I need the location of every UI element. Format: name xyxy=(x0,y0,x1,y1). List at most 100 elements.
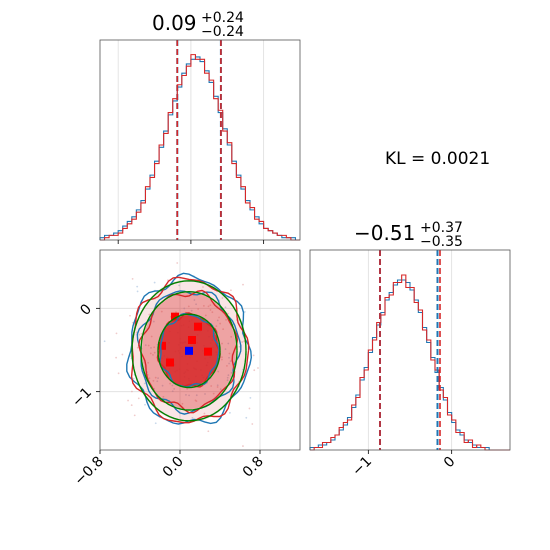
panel-title-main: 0.09 xyxy=(152,11,197,35)
sample-point xyxy=(89,334,91,336)
sample-point xyxy=(150,335,153,338)
contour-line xyxy=(126,272,253,425)
sample-point xyxy=(226,376,229,379)
sample-point xyxy=(121,353,124,356)
sample-point xyxy=(202,286,204,288)
sample-point xyxy=(147,361,150,364)
sample-point xyxy=(117,372,120,375)
sample-point xyxy=(221,297,224,299)
sample-point xyxy=(171,384,174,387)
sample-point xyxy=(227,374,230,377)
sample-point xyxy=(221,356,223,359)
sample-point xyxy=(154,422,157,425)
sample-point xyxy=(212,392,215,395)
sample-point xyxy=(229,360,232,362)
sample-point xyxy=(144,403,146,406)
x-tick-label: −0.8 xyxy=(71,454,106,489)
sample-point xyxy=(144,382,146,385)
sample-point xyxy=(230,289,232,292)
sample-point xyxy=(153,346,156,349)
sample-point xyxy=(252,354,255,357)
sample-point xyxy=(181,402,184,405)
sample-point xyxy=(176,262,179,264)
sample-point xyxy=(103,340,106,343)
y-tick-label: −1 xyxy=(69,385,95,411)
sample-point xyxy=(147,344,150,347)
sample-point xyxy=(226,379,229,382)
histogram-series xyxy=(310,274,510,451)
sample-point xyxy=(178,284,181,287)
sample-point xyxy=(185,393,187,396)
sample-point xyxy=(127,399,129,402)
joint-contour-panel: −0.8 0.0 0.8 0 −1 xyxy=(43,249,301,489)
sample-point xyxy=(216,384,219,387)
panel-title-main: −0.51 xyxy=(354,221,415,245)
sample-point xyxy=(221,342,223,345)
sample-point xyxy=(152,379,155,382)
sample-point xyxy=(153,281,156,284)
sample-point xyxy=(230,372,233,374)
panel-title-sub: −0.24 xyxy=(201,24,244,40)
marginal-histogram-y: −1 0 −0.51 +0.37 −0.35 xyxy=(309,220,511,480)
sample-point xyxy=(257,367,259,369)
axes-frame xyxy=(309,249,511,451)
sample-point xyxy=(203,412,206,415)
sample-point xyxy=(215,325,218,327)
density-block xyxy=(188,336,196,344)
sample-point xyxy=(219,322,222,325)
sample-point xyxy=(197,308,200,310)
sample-point xyxy=(43,391,45,393)
sample-point xyxy=(251,423,254,425)
sample-point xyxy=(136,290,139,293)
contour-line xyxy=(138,289,239,414)
sample-point xyxy=(216,319,219,322)
sample-point xyxy=(115,356,117,359)
sample-point xyxy=(224,348,227,350)
sample-point xyxy=(209,309,212,311)
histogram-series xyxy=(100,54,300,241)
contour-line xyxy=(159,312,220,388)
histogram-series xyxy=(99,56,300,241)
sample-point xyxy=(219,388,222,391)
peak-marker xyxy=(185,346,193,355)
panel-title-sub: −0.35 xyxy=(420,234,463,250)
sample-point xyxy=(130,404,133,407)
sample-point xyxy=(193,299,196,301)
sample-point xyxy=(183,307,186,310)
sample-point xyxy=(191,417,194,419)
y-tick-label: 0 xyxy=(77,301,95,319)
sample-point xyxy=(226,364,228,367)
sample-point xyxy=(149,352,152,355)
sample-point xyxy=(209,304,212,306)
x-tick-label: 0.0 xyxy=(160,454,187,481)
sample-point xyxy=(194,399,197,402)
sample-point xyxy=(195,394,198,397)
density-block xyxy=(194,322,202,331)
sample-point xyxy=(129,314,131,317)
sample-point xyxy=(217,370,220,373)
sample-point xyxy=(245,416,248,419)
contour-line xyxy=(131,280,247,422)
sample-point xyxy=(136,346,139,349)
x-tick-label: 0.8 xyxy=(240,454,267,481)
sample-point xyxy=(152,320,155,323)
sample-point xyxy=(211,311,214,314)
sample-point xyxy=(162,395,165,398)
sample-point xyxy=(228,411,231,414)
sample-point xyxy=(222,328,225,331)
sample-point xyxy=(202,304,205,307)
sample-point xyxy=(131,277,134,280)
sample-point xyxy=(137,397,140,400)
sample-point xyxy=(207,305,210,308)
contour-line xyxy=(157,313,221,389)
sample-point xyxy=(230,335,233,338)
marginal-histogram-x: 0.09 +0.24 −0.24 xyxy=(99,10,301,244)
density-block xyxy=(204,347,212,356)
sample-point xyxy=(242,445,244,447)
sample-point xyxy=(171,390,174,393)
x-tick-label: −1 xyxy=(349,454,375,480)
axes-frame xyxy=(99,249,301,451)
x-tick-label: 0 xyxy=(441,454,459,472)
sample-point xyxy=(241,341,244,343)
sample-point xyxy=(195,303,198,306)
